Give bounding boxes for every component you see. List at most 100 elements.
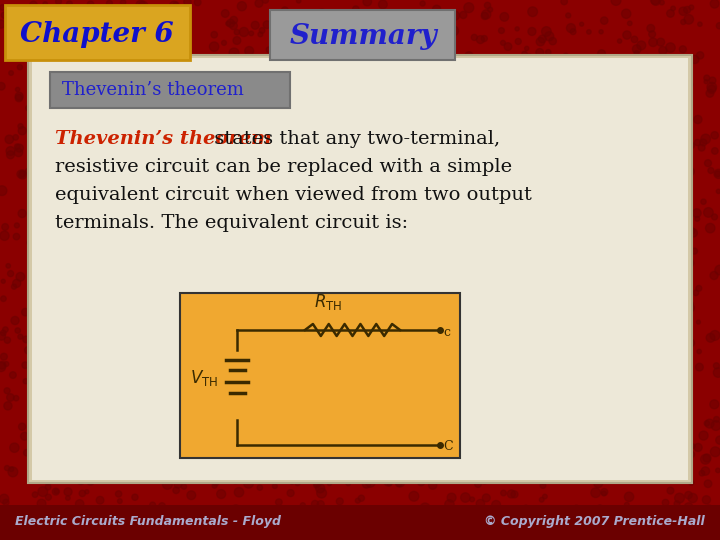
Circle shape bbox=[591, 488, 600, 497]
Circle shape bbox=[463, 370, 469, 376]
Circle shape bbox=[89, 355, 96, 362]
Circle shape bbox=[366, 337, 372, 342]
Circle shape bbox=[54, 111, 61, 117]
Circle shape bbox=[132, 346, 139, 353]
Circle shape bbox=[362, 480, 371, 488]
Circle shape bbox=[94, 304, 101, 311]
Circle shape bbox=[685, 367, 690, 371]
Circle shape bbox=[506, 510, 513, 517]
Circle shape bbox=[194, 339, 199, 346]
Circle shape bbox=[516, 456, 521, 461]
Circle shape bbox=[667, 242, 676, 251]
Circle shape bbox=[252, 186, 261, 195]
Circle shape bbox=[15, 94, 22, 102]
Circle shape bbox=[196, 241, 202, 248]
Circle shape bbox=[263, 178, 268, 184]
Circle shape bbox=[223, 449, 230, 457]
Circle shape bbox=[31, 448, 38, 455]
Circle shape bbox=[214, 531, 219, 536]
Circle shape bbox=[525, 517, 530, 523]
Circle shape bbox=[290, 366, 294, 371]
Circle shape bbox=[683, 139, 692, 148]
Circle shape bbox=[230, 137, 234, 142]
Circle shape bbox=[531, 249, 537, 255]
Circle shape bbox=[271, 33, 277, 38]
Circle shape bbox=[658, 420, 665, 427]
Circle shape bbox=[233, 54, 238, 59]
Circle shape bbox=[220, 403, 228, 411]
Circle shape bbox=[312, 458, 316, 463]
Circle shape bbox=[282, 401, 291, 410]
Circle shape bbox=[166, 130, 174, 139]
Circle shape bbox=[38, 62, 47, 70]
Circle shape bbox=[562, 443, 567, 448]
Circle shape bbox=[215, 453, 225, 462]
Circle shape bbox=[320, 328, 325, 333]
Circle shape bbox=[230, 22, 238, 30]
Circle shape bbox=[397, 336, 402, 341]
Circle shape bbox=[43, 2, 48, 6]
Circle shape bbox=[487, 220, 494, 227]
Circle shape bbox=[496, 436, 506, 446]
Circle shape bbox=[550, 253, 559, 262]
Circle shape bbox=[69, 101, 75, 107]
Circle shape bbox=[590, 230, 594, 234]
Circle shape bbox=[179, 472, 186, 478]
Circle shape bbox=[590, 56, 598, 64]
Circle shape bbox=[549, 173, 554, 177]
Circle shape bbox=[270, 174, 275, 180]
Circle shape bbox=[521, 137, 530, 145]
Circle shape bbox=[528, 457, 536, 464]
Circle shape bbox=[525, 400, 535, 409]
Circle shape bbox=[552, 403, 561, 413]
Circle shape bbox=[269, 177, 278, 185]
Circle shape bbox=[485, 411, 492, 417]
Circle shape bbox=[61, 334, 70, 343]
Circle shape bbox=[114, 26, 118, 31]
Circle shape bbox=[163, 354, 168, 359]
Circle shape bbox=[100, 179, 107, 187]
Circle shape bbox=[34, 263, 43, 272]
Circle shape bbox=[501, 416, 511, 426]
Circle shape bbox=[498, 282, 503, 288]
Circle shape bbox=[525, 46, 529, 51]
Circle shape bbox=[464, 354, 469, 360]
Circle shape bbox=[218, 302, 224, 307]
Circle shape bbox=[287, 468, 291, 472]
Circle shape bbox=[704, 79, 708, 84]
Circle shape bbox=[287, 490, 294, 497]
Circle shape bbox=[154, 422, 161, 429]
Circle shape bbox=[567, 348, 577, 357]
Circle shape bbox=[693, 290, 698, 295]
Circle shape bbox=[363, 88, 371, 96]
Circle shape bbox=[104, 508, 113, 517]
Circle shape bbox=[54, 33, 62, 42]
Circle shape bbox=[612, 111, 616, 116]
Circle shape bbox=[107, 376, 116, 385]
Circle shape bbox=[534, 77, 541, 84]
Circle shape bbox=[310, 190, 320, 200]
Circle shape bbox=[557, 475, 564, 483]
Circle shape bbox=[609, 395, 613, 400]
Circle shape bbox=[585, 243, 593, 252]
Circle shape bbox=[716, 23, 720, 29]
Circle shape bbox=[117, 499, 122, 503]
Circle shape bbox=[50, 393, 57, 399]
Circle shape bbox=[218, 246, 227, 254]
Circle shape bbox=[121, 409, 129, 417]
Circle shape bbox=[382, 355, 392, 365]
Circle shape bbox=[60, 422, 67, 429]
Circle shape bbox=[633, 251, 642, 259]
Circle shape bbox=[483, 151, 492, 160]
Circle shape bbox=[399, 382, 408, 392]
Circle shape bbox=[416, 156, 425, 165]
Circle shape bbox=[575, 383, 580, 389]
Circle shape bbox=[106, 468, 112, 473]
Circle shape bbox=[464, 52, 473, 60]
Circle shape bbox=[448, 124, 456, 133]
Circle shape bbox=[634, 428, 642, 436]
Circle shape bbox=[510, 352, 515, 357]
Circle shape bbox=[190, 353, 199, 362]
Circle shape bbox=[80, 433, 86, 439]
Circle shape bbox=[685, 491, 692, 499]
